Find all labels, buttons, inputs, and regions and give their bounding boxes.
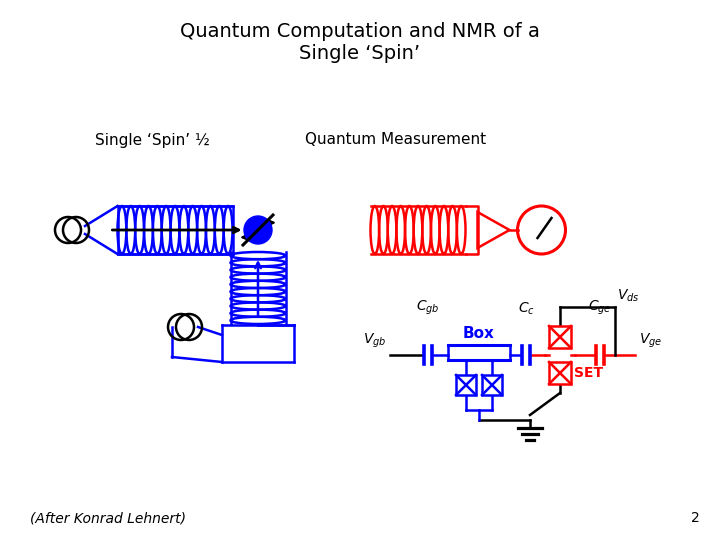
Text: (After Konrad Lehnert): (After Konrad Lehnert) <box>30 511 186 525</box>
Text: $C_{ge}$: $C_{ge}$ <box>588 299 612 317</box>
Text: $C_c$: $C_c$ <box>518 301 534 317</box>
Text: Single ‘Spin’ ½: Single ‘Spin’ ½ <box>95 132 210 147</box>
Text: 2: 2 <box>691 511 700 525</box>
Bar <box>549 326 571 348</box>
Text: Box: Box <box>463 326 495 341</box>
Bar <box>549 362 571 384</box>
Text: $V_{gb}$: $V_{gb}$ <box>363 332 386 350</box>
Text: $C_{gb}$: $C_{gb}$ <box>416 299 440 317</box>
Bar <box>117 206 233 254</box>
Text: Quantum Measurement: Quantum Measurement <box>305 132 486 147</box>
Text: Quantum Computation and NMR of a
Single ‘Spin’: Quantum Computation and NMR of a Single … <box>180 22 540 63</box>
Text: $V_{ge}$: $V_{ge}$ <box>639 332 662 350</box>
Text: $V_{ds}$: $V_{ds}$ <box>617 288 639 304</box>
Bar <box>456 375 476 395</box>
Text: SET: SET <box>574 366 603 380</box>
Bar <box>482 375 502 395</box>
Circle shape <box>244 216 272 244</box>
